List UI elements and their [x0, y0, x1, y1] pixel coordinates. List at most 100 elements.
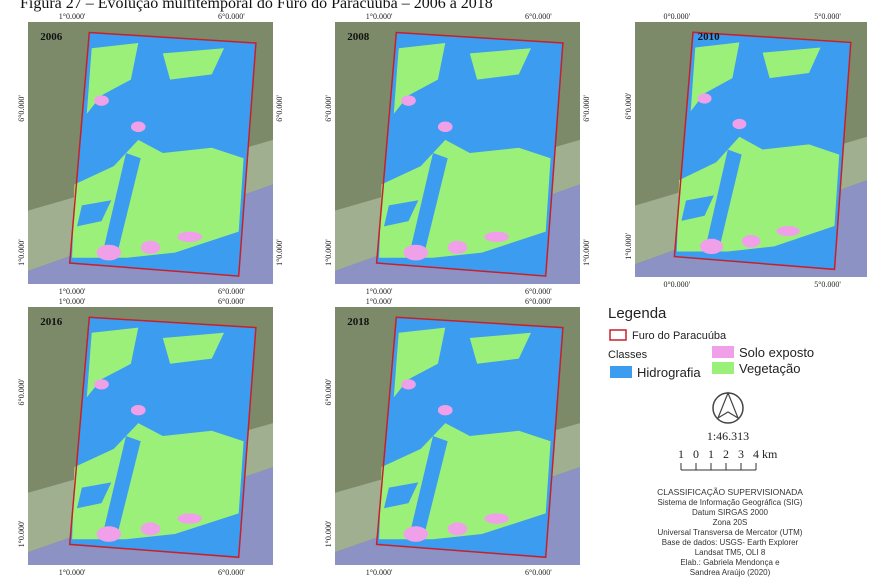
- legend-item: Solo exposto: [739, 345, 814, 360]
- scale-bar-label: 0: [693, 447, 699, 461]
- scale-bar-label: 1: [708, 447, 714, 461]
- bare-soil-patch: [401, 379, 416, 389]
- map-panel: 2016 1°0.000' 6°0.000' 1°0.000' 6°0.000' 6°0.…: [17, 297, 273, 577]
- class-swatch: [610, 366, 632, 378]
- map-panel: 2018 1°0.000' 6°0.000' 1°0.000' 6°0.000' 6°0.…: [324, 297, 580, 577]
- bare-soil-patch: [97, 526, 122, 541]
- figure-title: Figura 27 – Evolução multitemporal do Fu…: [20, 0, 493, 12]
- coordinate-label: 6°0.000': [218, 568, 245, 577]
- coordinate-label: 6°0.000': [324, 95, 333, 122]
- scale-bar-label: 1: [678, 447, 684, 461]
- coordinate-label: 1°0.000': [582, 239, 591, 266]
- coordinate-label: 6°0.000': [218, 297, 245, 306]
- bare-soil-patch: [777, 226, 800, 236]
- bare-soil-patch: [131, 405, 146, 415]
- credit-line: Datum SIRGAS 2000: [692, 508, 769, 517]
- credit-line: Base de dados: USGS- Earth Explorer: [662, 538, 799, 547]
- bare-soil-patch: [700, 239, 723, 254]
- bare-soil-patch: [484, 232, 509, 242]
- bare-soil-patch: [141, 241, 161, 254]
- coordinate-label: 1°0.000': [17, 239, 26, 266]
- coordinate-label: 6°0.000': [324, 378, 333, 405]
- coordinate-label: 6°0.000': [275, 95, 284, 122]
- panel-year: 2006: [40, 31, 63, 43]
- coordinate-label: 1°0.000': [275, 239, 284, 266]
- legend-item: Furo do Paracuúba: [632, 330, 727, 342]
- coordinate-label: 1°0.000': [59, 568, 86, 577]
- bare-soil-patch: [177, 513, 202, 523]
- legend-subtitle: Classes: [608, 349, 648, 361]
- class-swatch: [712, 362, 734, 374]
- bare-soil-patch: [484, 513, 509, 523]
- bare-soil-patch: [448, 522, 468, 535]
- legend-item: Hidrografia: [637, 365, 701, 380]
- coordinate-label: 1°0.000': [324, 520, 333, 547]
- figure: Figura 27 – Evolução multitemporal do Fu…: [0, 0, 885, 582]
- coordinate-label: 6°0.000': [582, 95, 591, 122]
- map-panel: 2006 1°0.000' 6°0.000' 1°0.000' 6°0.000' 6°0.…: [17, 12, 284, 296]
- coordinate-label: 5°0.000': [814, 280, 841, 289]
- bare-soil-patch: [177, 232, 202, 242]
- bare-soil-patch: [698, 93, 712, 103]
- bare-soil-patch: [94, 95, 109, 105]
- credit-line: Elab.: Gabriela Mendonça e: [680, 558, 780, 567]
- coordinate-label: 5°0.000': [814, 12, 841, 21]
- coordinate-label: 0°0.000': [663, 12, 690, 21]
- bare-soil-patch: [94, 379, 109, 389]
- coordinate-label: 6°0.000': [525, 12, 552, 21]
- coordinate-label: 1°0.000': [366, 287, 393, 296]
- coordinate-label: 1°0.000': [59, 297, 86, 306]
- bare-soil-patch: [141, 522, 161, 535]
- legend-title: Legenda: [608, 305, 667, 322]
- coordinate-label: 1°0.000': [59, 287, 86, 296]
- scale-bar-label: 2: [723, 447, 729, 461]
- coordinate-label: 0°0.000': [663, 280, 690, 289]
- map-panel: 2010 0°0.000' 5°0.000' 0°0.000' 5°0.000' 6°0.…: [624, 12, 867, 289]
- bare-soil-patch: [97, 245, 122, 261]
- scale-bar-label: 4: [753, 447, 759, 461]
- credit-line: CLASSIFICAÇÃO SUPERVISIONADA: [657, 487, 803, 497]
- bare-soil-patch: [438, 405, 453, 415]
- credit-line: Universal Transversa de Mercator (UTM): [658, 528, 803, 537]
- credit-line: Sistema de Informação Geográfica (SIG): [658, 498, 803, 507]
- coordinate-label: 6°0.000': [525, 287, 552, 296]
- class-swatch: [712, 346, 734, 358]
- coordinate-label: 6°0.000': [525, 297, 552, 306]
- coordinate-label: 6°0.000': [525, 568, 552, 577]
- legend: Legenda Furo do Paracuúba Classes Solo expo…: [608, 305, 814, 577]
- panel-year: 2018: [347, 316, 370, 328]
- bare-soil-patch: [448, 241, 468, 254]
- coordinate-label: 6°0.000': [17, 378, 26, 405]
- coordinate-label: 1°0.000': [366, 297, 393, 306]
- scale-bar-label: 3: [738, 447, 744, 461]
- scale-bar-unit: km: [762, 447, 778, 461]
- credit-line: Zona 20S: [713, 518, 748, 527]
- coordinate-label: 1°0.000': [624, 233, 633, 260]
- boundary-swatch: [610, 330, 626, 340]
- map-scale: 1:46.313: [707, 429, 749, 443]
- bare-soil-patch: [404, 245, 429, 261]
- coordinate-label: 6°0.000': [624, 92, 633, 119]
- bare-soil-patch: [401, 95, 416, 105]
- credit-line: Sandrea Araújo (2020): [690, 568, 771, 577]
- coordinate-label: 6°0.000': [17, 95, 26, 122]
- coordinate-label: 6°0.000': [218, 287, 245, 296]
- bare-soil-patch: [742, 235, 761, 248]
- north-arrow: [718, 393, 738, 418]
- panel-year: 2008: [347, 31, 370, 43]
- map-panel: 2008 1°0.000' 6°0.000' 1°0.000' 6°0.000' 6°0.…: [324, 12, 591, 296]
- bare-soil-patch: [732, 119, 746, 129]
- coordinate-label: 6°0.000': [218, 12, 245, 21]
- coordinate-label: 1°0.000': [17, 520, 26, 547]
- coordinate-label: 1°0.000': [59, 12, 86, 21]
- coordinate-label: 1°0.000': [366, 568, 393, 577]
- panel-year: 2016: [40, 316, 63, 328]
- bare-soil-patch: [438, 122, 453, 132]
- bare-soil-patch: [131, 122, 146, 132]
- bare-soil-patch: [404, 526, 429, 541]
- panel-year: 2010: [698, 31, 721, 43]
- legend-item: Vegetação: [739, 361, 800, 376]
- coordinate-label: 1°0.000': [366, 12, 393, 21]
- credit-line: Landsat TM5, OLI 8: [695, 548, 766, 557]
- coordinate-label: 1°0.000': [324, 239, 333, 266]
